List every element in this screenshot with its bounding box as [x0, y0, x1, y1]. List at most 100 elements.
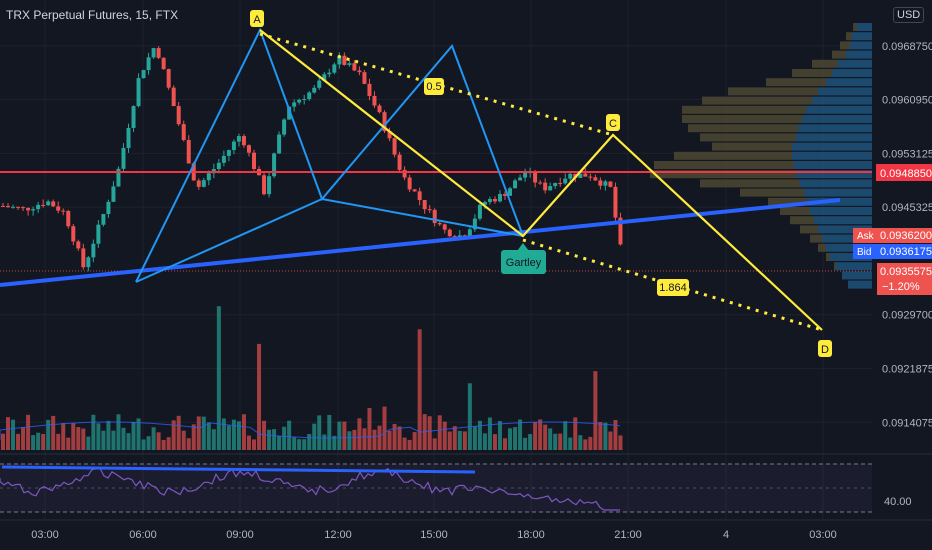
candle-body-16 — [81, 248, 86, 268]
candle-body-49 — [246, 145, 251, 153]
pattern-badge-pointer — [517, 243, 529, 251]
candle-body-57 — [287, 106, 292, 120]
volume-bar-106 — [533, 422, 538, 450]
candle-body-70 — [352, 63, 357, 71]
volume-bar-61 — [307, 433, 312, 450]
candle-body-27 — [136, 78, 141, 107]
volume-bar-34 — [171, 420, 176, 450]
last-price-bg — [877, 263, 932, 295]
point-label-c: C — [609, 118, 617, 130]
volume-bar-40 — [201, 416, 206, 450]
candle-body-58 — [292, 102, 297, 107]
candle-body-46 — [231, 141, 236, 151]
candle-body-71 — [357, 70, 362, 73]
candle-body-91 — [457, 235, 462, 238]
drawings[interactable]: A C D 0.5 1.864 Gartley — [0, 10, 872, 357]
candle-body-22 — [111, 186, 116, 202]
candle-body-75 — [377, 105, 382, 113]
volume-bar-123 — [618, 435, 623, 450]
volume-bar-91 — [457, 430, 462, 450]
candle-body-122 — [613, 186, 618, 218]
candle-body-109 — [548, 186, 553, 191]
candle-body-113 — [568, 173, 573, 179]
candle-body-96 — [482, 202, 487, 205]
candle-body-93 — [467, 229, 472, 239]
volume-bar-109 — [548, 428, 553, 450]
vp-blue-7 — [818, 87, 872, 96]
candle-body-59 — [297, 99, 302, 103]
volume-bar-116 — [583, 439, 588, 450]
volume-bar-10 — [51, 415, 56, 450]
vp-blue-15 — [794, 161, 872, 169]
currency-button[interactable]: USD — [893, 7, 925, 23]
candle-body-6 — [31, 209, 36, 211]
volume-bar-71 — [357, 418, 362, 450]
volume-bar-78 — [392, 423, 397, 450]
rising-trendline — [0, 198, 841, 287]
volume-bar-89 — [447, 431, 452, 450]
candle-body-13 — [66, 210, 71, 227]
volume-bar-92 — [462, 431, 467, 450]
candle-body-63 — [317, 80, 322, 88]
candle-body-80 — [402, 169, 407, 178]
volume-bar-62 — [312, 423, 317, 450]
volume-bar-69 — [347, 431, 352, 450]
vp-olive-25 — [826, 253, 830, 261]
candle-body-82 — [412, 189, 417, 192]
candle-body-106 — [533, 172, 538, 183]
volume-bar-22 — [111, 430, 116, 450]
volume-bar-102 — [513, 427, 518, 450]
time-tick-5: 18:00 — [517, 529, 545, 541]
candle-body-14 — [71, 226, 76, 242]
volume-bar-55 — [277, 435, 282, 450]
volume-bar-67 — [337, 421, 342, 450]
rsi-panel — [0, 453, 932, 513]
volume-bar-8 — [41, 433, 46, 450]
vp-blue-16 — [796, 170, 872, 179]
volume-bar-98 — [492, 434, 497, 450]
volume-bar-32 — [161, 439, 166, 450]
bid-tag: Bid — [857, 247, 871, 258]
volume-profile — [650, 23, 872, 289]
candle-body-88 — [442, 224, 447, 230]
bid-tag-bg — [853, 244, 877, 259]
vp-olive-14 — [674, 151, 792, 160]
candle-body-25 — [126, 127, 131, 148]
volume-bar-38 — [191, 424, 196, 450]
price-tick-3: 0.0945325 — [882, 202, 932, 214]
volume-bar-37 — [186, 438, 191, 450]
candle-body-40 — [201, 180, 206, 187]
vp-blue-8 — [812, 96, 872, 105]
candle-body-45 — [226, 150, 231, 156]
candle-body-36 — [181, 124, 186, 141]
volume-bar-49 — [246, 435, 251, 450]
resistance-price-label: 0.0948850 — [880, 168, 932, 180]
candle-body-68 — [342, 55, 347, 65]
candle-body-8 — [41, 204, 46, 206]
vp-olive-16 — [650, 170, 796, 179]
vp-olive-1 — [846, 32, 852, 41]
candle-body-26 — [131, 106, 136, 128]
price-tick-6: 0.0914075 — [882, 417, 932, 429]
volume-bar-58 — [292, 437, 297, 450]
volume-bar-44 — [221, 418, 226, 450]
vp-blue-25 — [830, 253, 872, 261]
price-tick-4: 0.0929700 — [882, 310, 932, 322]
ratio-bg-1 — [657, 279, 689, 296]
candle-body-66 — [332, 64, 337, 73]
vp-blue-26 — [836, 262, 872, 271]
vp-olive-19 — [768, 197, 808, 206]
volume-bar-56 — [282, 426, 287, 450]
vp-olive-17 — [700, 179, 800, 188]
candle-body-28 — [141, 70, 146, 79]
candle-body-123 — [618, 217, 623, 245]
vp-blue-6 — [826, 78, 872, 87]
candle-body-77 — [387, 131, 392, 139]
candle-body-43 — [216, 162, 221, 169]
candle-body-94 — [472, 218, 477, 230]
volume-bar-19 — [96, 423, 101, 450]
vp-olive-6 — [766, 78, 826, 87]
candle-body-60 — [302, 98, 307, 100]
last-price: 0.0935575 — [880, 266, 932, 278]
